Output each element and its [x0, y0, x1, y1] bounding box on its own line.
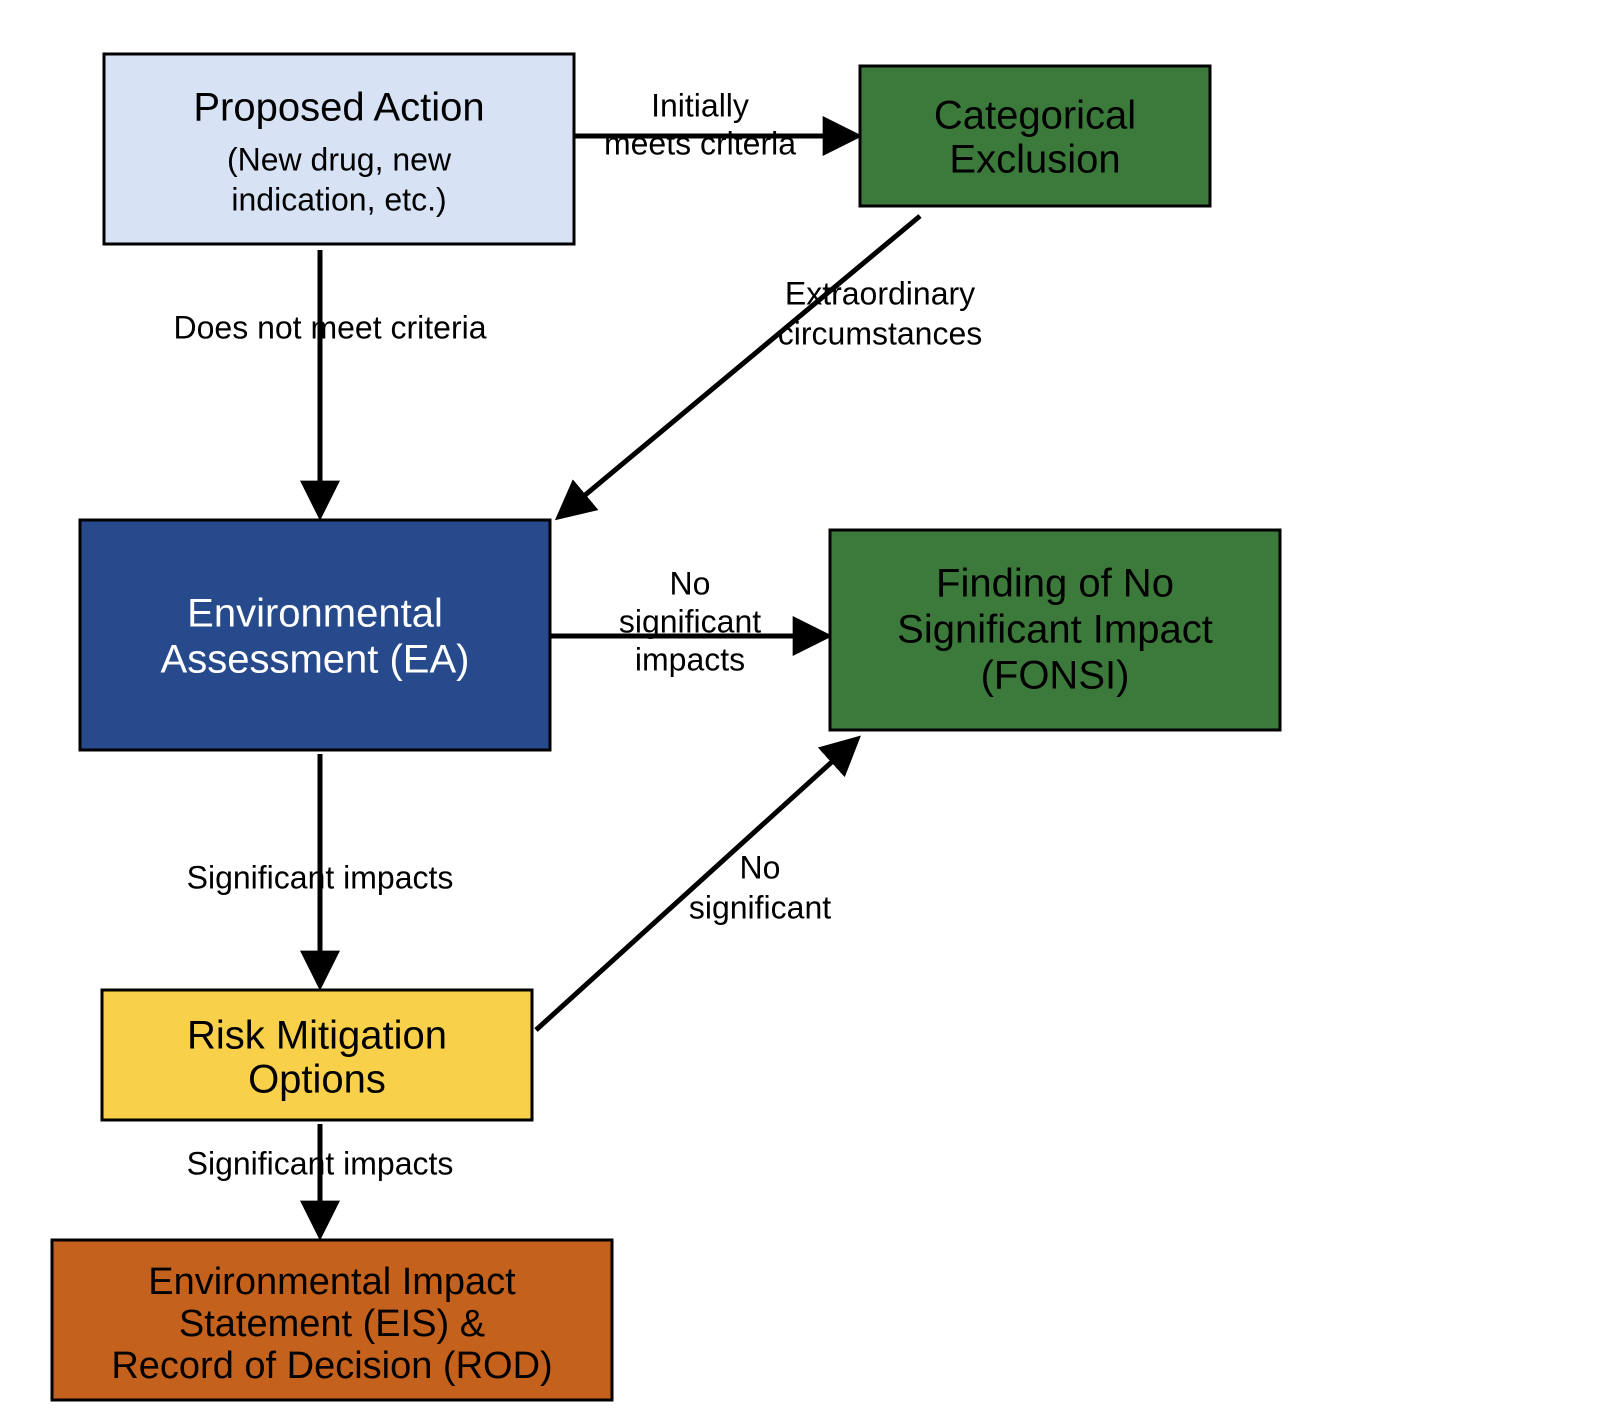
node-title: Exclusion — [949, 138, 1120, 182]
edge-risk-to-fonsi — [536, 740, 856, 1030]
edge-label: impacts — [635, 641, 745, 677]
node-title: Record of Decision (ROD) — [111, 1345, 552, 1387]
edge-label: Significant impacts — [187, 859, 454, 895]
node-title: Proposed Action — [193, 86, 484, 130]
edge-label: significant — [619, 603, 761, 639]
node-title: Environmental Impact — [148, 1261, 516, 1303]
flowchart-canvas: Initiallymeets criteria Does not meet cri… — [0, 0, 1600, 1419]
node-title: Environmental — [187, 592, 443, 636]
edge-label: No — [670, 565, 711, 601]
node-title: Options — [248, 1058, 386, 1102]
edge-label: Does not meet criteria — [173, 309, 486, 345]
node-title: Significant Impact — [897, 608, 1213, 652]
node-title: Categorical — [934, 94, 1136, 138]
edge-label: significant — [689, 889, 831, 925]
node-title: Finding of No — [936, 562, 1174, 606]
node-title: Risk Mitigation — [187, 1014, 447, 1058]
node-subtitle: indication, etc.) — [231, 181, 446, 217]
edge-label: No — [740, 849, 781, 885]
edge-categorical-to-ea — [560, 216, 920, 516]
node-title: Assessment (EA) — [161, 638, 470, 682]
edge-label: Extraordinary — [785, 275, 975, 311]
edge-label: circumstances — [778, 315, 983, 351]
node-title: (FONSI) — [981, 654, 1130, 698]
edge-label: meets criteria — [604, 125, 796, 161]
edge-label: Initially — [651, 87, 749, 123]
node-title: Statement (EIS) & — [179, 1303, 485, 1345]
node-subtitle: (New drug, new — [227, 141, 452, 177]
edge-label: Significant impacts — [187, 1145, 454, 1181]
